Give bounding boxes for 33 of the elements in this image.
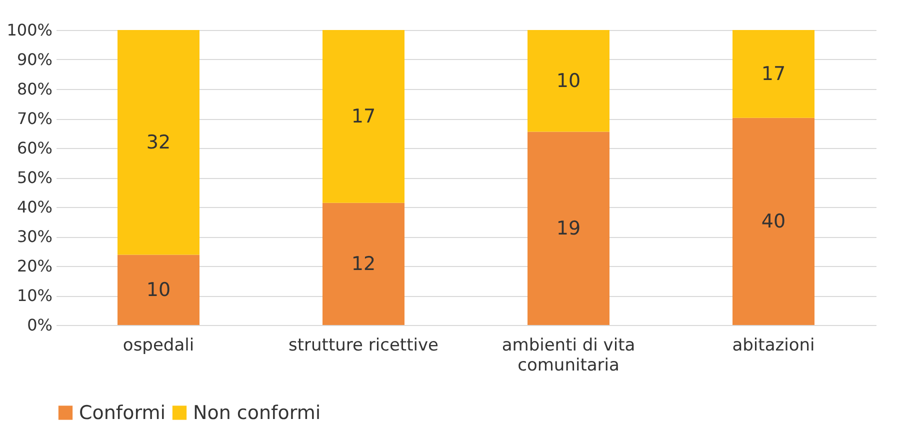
annotation: 19 (556, 217, 581, 240)
x-tick-label: ambienti di vita comunitaria (502, 336, 636, 376)
bar (528, 132, 610, 325)
x-tick-label: abitazioni (732, 336, 815, 356)
annotation: 40 (761, 210, 786, 232)
bar (118, 254, 200, 325)
legend-label: Non conformi (193, 402, 321, 424)
y-tick-label: 80% (16, 80, 52, 98)
annotation: 10 (556, 70, 581, 92)
y-tick-label: 50% (16, 168, 52, 187)
bar (732, 118, 814, 325)
bar (732, 30, 814, 118)
bar (322, 202, 404, 325)
y-tick-label: 40% (16, 198, 52, 216)
y-tick-label: 90% (16, 50, 52, 69)
bar (118, 30, 200, 255)
x-tick-label: strutture ricettive (288, 336, 438, 356)
annotation: 12 (351, 252, 376, 275)
bar (528, 30, 610, 132)
y-tick-label: 100% (6, 20, 52, 40)
y-tick-label: 0% (27, 316, 52, 334)
annotation: 17 (761, 62, 786, 85)
y-tick-label: 70% (16, 109, 52, 128)
bar (322, 30, 404, 203)
annotation: 17 (351, 105, 376, 128)
y-tick-label: 30% (16, 227, 52, 246)
annotation: 10 (146, 278, 171, 301)
annotation: 32 (146, 131, 171, 154)
y-tick-label: 60% (16, 138, 52, 158)
y-tick-label: 20% (16, 256, 52, 276)
y-tick-label: 10% (16, 286, 52, 305)
x-tick-label: ospedali (122, 336, 194, 356)
legend-label: Conformi (79, 402, 166, 424)
